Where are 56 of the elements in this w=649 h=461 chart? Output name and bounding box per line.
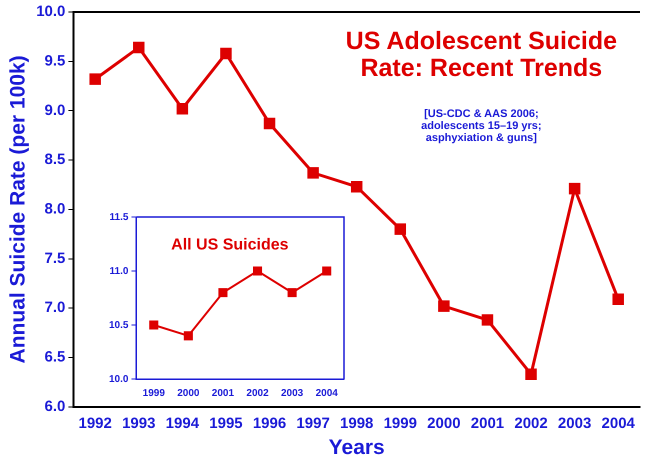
y-tick-label: 7.5 [44,250,66,267]
x-tick-label: 2000 [177,388,200,399]
point [438,300,450,312]
x-tick-label: 2004 [602,414,636,432]
point [307,167,319,179]
y-tick-label: 10.0 [108,374,129,385]
x-tick-label: 2001 [212,388,234,399]
y-axis-title: Annual Suicide Rate (per 100k) [6,55,30,364]
y-tick-label: 8.5 [44,151,66,168]
point [482,314,494,326]
point [252,266,262,276]
x-tick-label: 2002 [246,388,270,399]
x-tick-label: 2003 [280,388,304,399]
y-tick-label: 10.0 [36,3,66,20]
point [89,73,101,85]
text: US Adolescent Suicide Rate: Recent Trends [346,26,618,82]
y-tick-label: 10.5 [108,320,129,331]
x-tick-label: 2004 [316,388,338,399]
x-tick-label: 1996 [252,414,286,432]
x-tick-label: 1997 [296,414,330,432]
y-tick-label: 8.0 [44,200,66,218]
x-tick-label: 2003 [558,414,592,432]
x-tick-label: 2002 [514,414,548,432]
y-tick-label: 7.0 [44,299,66,316]
x-tick-label: 1999 [142,388,166,399]
point [264,118,276,130]
point [394,223,406,235]
point [218,288,228,298]
y-tick-label: 6.5 [44,348,66,366]
point [176,102,188,114]
x-tick-label: 1995 [209,414,243,432]
annotation: [US-CDC & AAS 2006; adolescents 15–19 yrs; asphyxiation & guns] [421,108,542,144]
point [525,368,537,380]
x-tick-label: 1999 [384,414,417,432]
x-tick-label: 1998 [340,414,374,432]
point [149,320,158,330]
x-tick-label: 2000 [427,414,461,432]
y-tick-label: 9.5 [44,52,66,70]
point [133,42,145,54]
point [184,331,193,340]
y-tick-label: 9.0 [44,102,66,119]
point [612,293,624,305]
point [322,266,332,276]
point [568,182,580,194]
x-tick-label: 1992 [78,414,112,432]
y-tick-label: 11.0 [110,266,129,277]
x-tick-label: 2001 [470,414,504,432]
y-tick-label: 11.5 [110,212,129,223]
point [220,48,232,60]
point [350,180,362,192]
y-tick-label: 6.0 [44,398,66,415]
x-tick-label: 1994 [166,414,200,432]
x-tick-label: 1993 [122,414,156,432]
point [288,288,297,298]
text: All US Suicides [171,236,289,254]
x-axis-title: Years [328,436,385,460]
